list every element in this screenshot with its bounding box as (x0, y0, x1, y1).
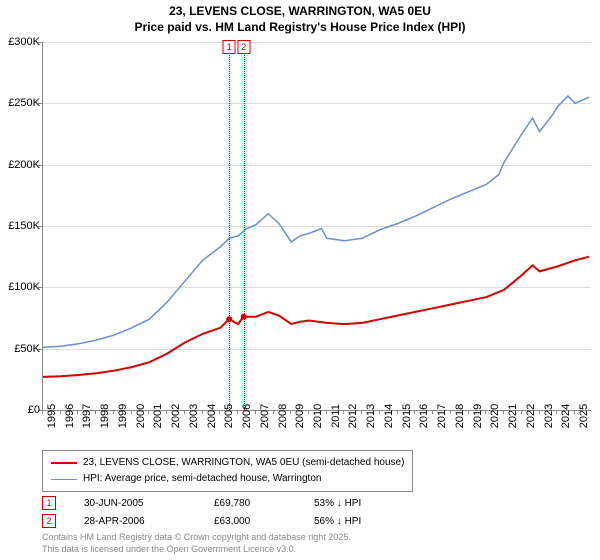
x-tick-label: 2011 (330, 404, 342, 428)
x-tick-label: 2002 (170, 404, 182, 428)
transaction-dot (226, 316, 232, 322)
x-tick-label: 2012 (347, 404, 359, 428)
y-tick-label: £200K (0, 159, 40, 171)
x-tick-label: 2016 (418, 404, 430, 428)
chart-container: 23, LEVENS CLOSE, WARRINGTON, WA5 0EU Pr… (0, 0, 600, 560)
x-tick-label: 2021 (507, 404, 519, 428)
x-tick-label: 2004 (206, 404, 218, 428)
y-tick-label: £50K (0, 343, 40, 355)
transaction-date: 28-APR-2006 (56, 516, 214, 527)
y-tick-label: £300K (0, 36, 40, 48)
transaction-table: 130-JUN-2005£69,78053% ↓ HPI228-APR-2006… (42, 494, 434, 555)
transaction-row: 228-APR-2006£63,00056% ↓ HPI (42, 512, 434, 530)
legend-label: 23, LEVENS CLOSE, WARRINGTON, WA5 0EU (s… (83, 455, 404, 471)
y-tick-label: £100K (0, 281, 40, 293)
x-tick-label: 2010 (312, 404, 324, 428)
transaction-marker: 1 (42, 496, 56, 510)
x-tick-label: 2024 (560, 404, 572, 428)
x-tick-label: 1997 (81, 404, 93, 428)
transaction-delta: 56% ↓ HPI (314, 516, 434, 527)
transaction-dot (241, 314, 247, 320)
legend: 23, LEVENS CLOSE, WARRINGTON, WA5 0EU (s… (42, 450, 413, 492)
copyright-notice: Contains HM Land Registry data © Crown c… (42, 530, 434, 555)
title-line-2: Price paid vs. HM Land Registry's House … (0, 20, 600, 36)
x-tick-label: 2014 (383, 404, 395, 428)
legend-item: 23, LEVENS CLOSE, WARRINGTON, WA5 0EU (s… (51, 455, 404, 471)
x-tick-label: 2019 (472, 404, 484, 428)
x-tick-label: 2023 (543, 404, 555, 428)
legend-swatch (51, 479, 77, 480)
transaction-date: 30-JUN-2005 (56, 498, 214, 509)
transaction-price: £69,780 (214, 498, 314, 509)
title-line-1: 23, LEVENS CLOSE, WARRINGTON, WA5 0EU (0, 4, 600, 20)
y-tick-label: £250K (0, 97, 40, 109)
x-tick-label: 2008 (277, 404, 289, 428)
y-tick-label: £0 (0, 404, 40, 416)
transaction-marker: 2 (42, 514, 56, 528)
chart-title: 23, LEVENS CLOSE, WARRINGTON, WA5 0EU Pr… (0, 0, 600, 35)
x-tick-label: 2000 (135, 404, 147, 428)
transaction-row: 130-JUN-2005£69,78053% ↓ HPI (42, 494, 434, 512)
x-tick-label: 1998 (99, 404, 111, 428)
x-tick-label: 2018 (454, 404, 466, 428)
y-tick-label: £150K (0, 220, 40, 232)
x-tick-label: 1999 (117, 404, 129, 428)
x-tick-label: 2022 (525, 404, 537, 428)
x-tick-label: 2015 (401, 404, 413, 428)
x-tick-label: 1995 (46, 404, 58, 428)
x-tick-label: 1996 (64, 404, 76, 428)
x-tick-label: 2006 (241, 404, 253, 428)
x-tick-label: 2009 (294, 404, 306, 428)
x-tick-label: 2001 (152, 404, 164, 428)
legend-swatch (51, 462, 77, 464)
transaction-delta: 53% ↓ HPI (314, 498, 434, 509)
transaction-price: £63,000 (214, 516, 314, 527)
series-line (43, 257, 589, 377)
plot-area: 12 (42, 42, 591, 411)
legend-label: HPI: Average price, semi-detached house,… (83, 471, 321, 487)
x-tick-label: 2007 (259, 404, 271, 428)
series-line (43, 96, 589, 347)
x-tick-label: 2020 (489, 404, 501, 428)
x-tick-label: 2017 (436, 404, 448, 428)
x-tick-label: 2025 (578, 404, 590, 428)
x-tick-label: 2013 (365, 404, 377, 428)
x-tick-label: 2003 (188, 404, 200, 428)
line-series (43, 42, 591, 410)
legend-item: HPI: Average price, semi-detached house,… (51, 471, 404, 487)
x-tick-label: 2005 (223, 404, 235, 428)
